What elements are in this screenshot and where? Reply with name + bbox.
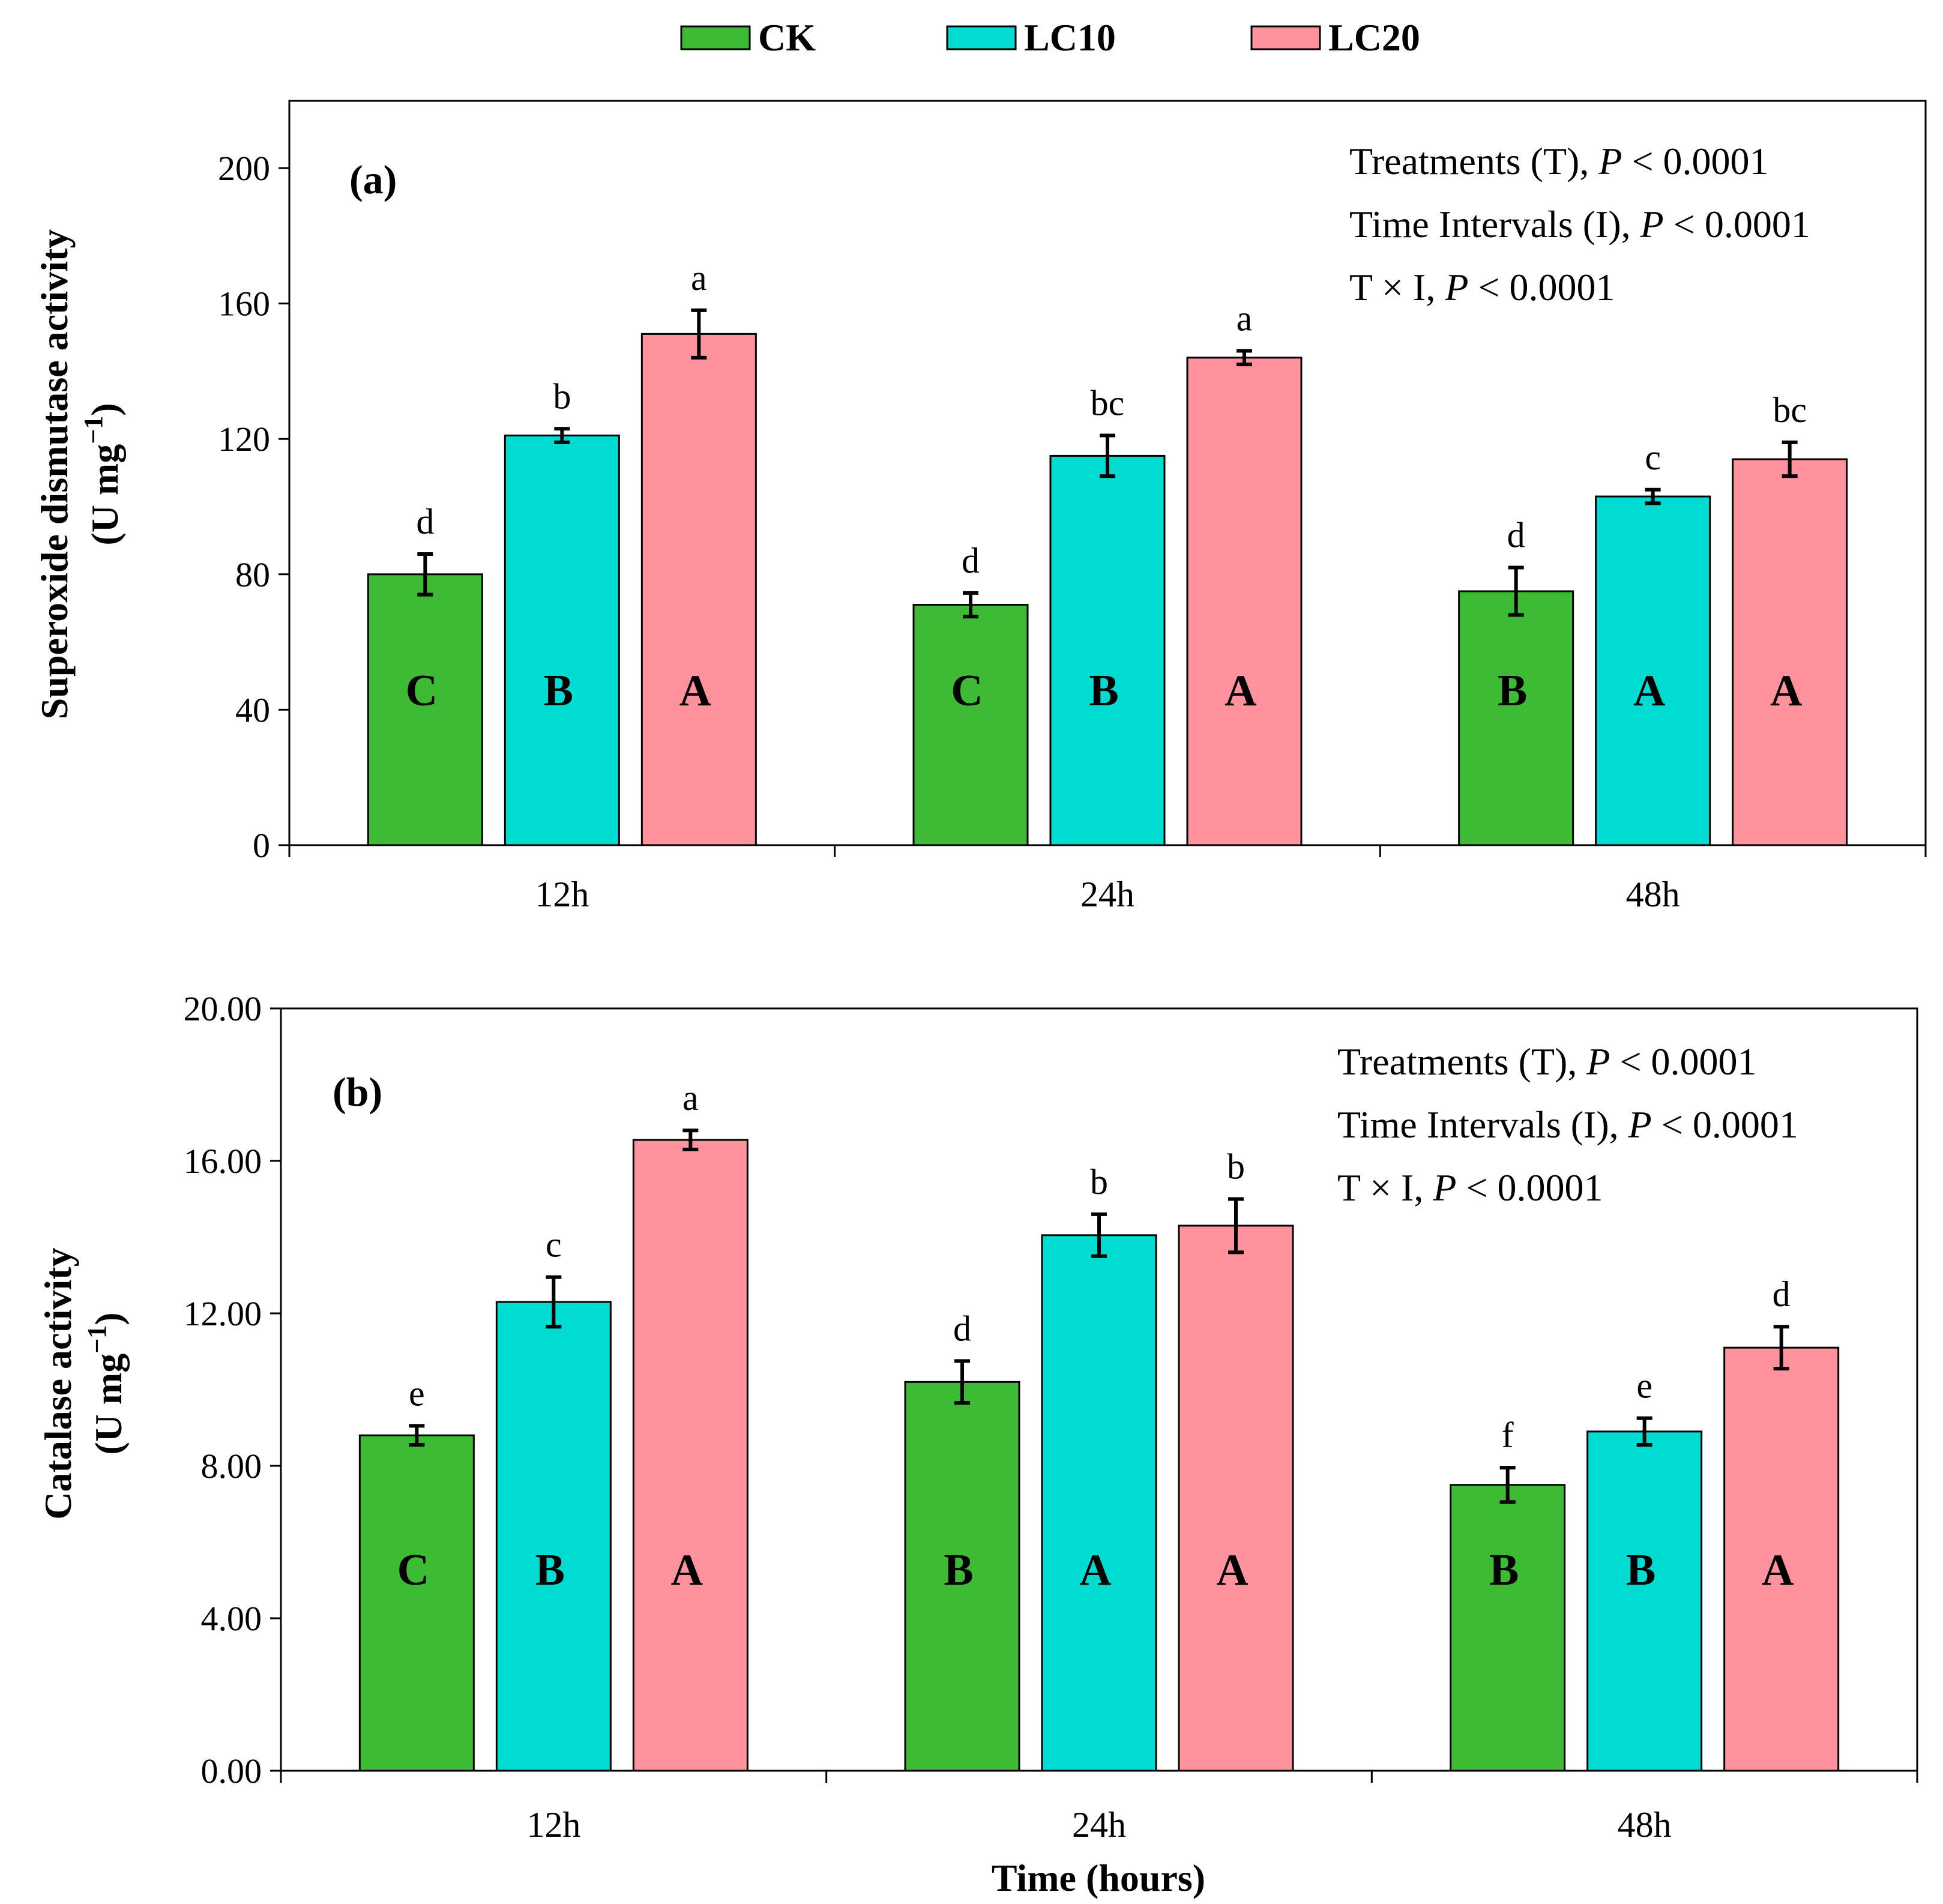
group-letter: C [406,666,438,716]
bar-lc10-12h [504,435,620,846]
bar-lc20-48h [1723,1346,1840,1772]
group-letter: C [951,666,983,716]
legend-swatch-lc20 [1250,25,1321,50]
bar-lc10-24h [1041,1234,1157,1772]
significance-letter: d [1773,1274,1791,1314]
group-letter: B [1626,1546,1655,1595]
legend-label-lc20: LC20 [1328,16,1420,59]
stats-annotation: Treatments (T), P < 0.0001 [1337,1040,1757,1083]
y-tick-label: 12.00 [184,1294,262,1333]
bar-ck-12h [358,1434,475,1772]
bar-lc10-48h [1586,1430,1703,1772]
y-axis-label-line2: (U mg−1) [82,1312,130,1454]
group-letter: B [1498,666,1527,716]
group-letter: A [1762,1546,1794,1595]
bar-ck-12h [367,573,483,846]
significance-letter: b [1090,1162,1108,1202]
y-axis-label-line1: Superoxide dismutase activity [33,229,76,720]
significance-letter: d [1507,516,1525,555]
group-letter: A [679,666,711,716]
stats-annotation: T × I, P < 0.0001 [1349,266,1615,309]
significance-letter: d [962,541,980,580]
bar-lc20-12h [632,1139,749,1772]
bar-lc20-24h [1186,357,1303,846]
y-tick-label: 4.00 [201,1599,262,1638]
panel-label: (a) [349,157,397,202]
group-letter: B [1089,666,1118,716]
stats-annotation: Time Intervals (I), P < 0.0001 [1349,203,1810,246]
x-tick-label: 24h [1072,1805,1126,1845]
group-letter: A [1225,666,1256,716]
group-letter: B [944,1546,973,1595]
y-tick-label: 80 [235,555,270,594]
bar-ck-48h [1450,1484,1566,1772]
y-tick-label: 120 [218,420,270,459]
x-tick-label: 12h [526,1805,580,1845]
group-letter: B [535,1546,565,1595]
significance-letter: b [553,376,571,416]
significance-letter: e [1636,1366,1652,1406]
legend-label-ck: CK [758,16,816,59]
significance-letter: d [416,502,434,541]
significance-letter: a [1237,299,1253,339]
y-axis-label-line1: Catalase activity [37,1247,79,1519]
significance-letter: a [682,1078,699,1118]
stats-annotation: Treatments (T), P < 0.0001 [1349,140,1769,182]
bar-lc20-48h [1732,458,1848,846]
x-tick-label: 12h [535,875,589,914]
legend-swatch-lc10 [946,25,1017,50]
bar-ck-48h [1458,590,1574,846]
y-tick-label: 200 [218,149,270,188]
y-axis-label: Catalase activity (U mg−1) [37,1247,130,1519]
y-tick-label: 0.00 [201,1752,262,1791]
y-axis-label-line2: (U mg−1) [79,403,126,545]
group-letter: A [1770,666,1802,716]
bar-ck-24h [912,604,1029,846]
y-axis-label: Superoxide dismutase activity (U mg−1) [33,229,126,720]
group-letter: A [1216,1546,1248,1595]
panel-label: (b) [333,1069,382,1115]
x-tick-label: 48h [1618,1805,1672,1845]
y-tick-label: 20.00 [184,989,262,1028]
significance-letter: c [1645,438,1661,477]
bar-lc10-48h [1595,495,1711,846]
significance-letter: e [409,1373,425,1413]
chart-panel-b: (b) Catalase activity (U mg−1) 0.00 4.00 8… [37,989,1918,1845]
significance-letter: a [691,258,707,298]
legend-label-lc10: LC10 [1024,16,1116,59]
y-tick-label: 16.00 [184,1142,262,1181]
bar-lc10-24h [1049,454,1166,846]
significance-letter: b [1227,1147,1245,1187]
group-letter: A [1633,666,1665,716]
bar-lc20-12h [640,333,757,846]
x-axis-label: Time (hours) [992,1857,1205,1899]
stats-annotation: Time Intervals (I), P < 0.0001 [1337,1103,1798,1146]
bar-lc10-12h [495,1301,612,1772]
group-letter: B [1489,1546,1519,1595]
group-letter: C [397,1546,429,1595]
significance-letter: f [1502,1415,1514,1455]
significance-letter: c [546,1225,562,1265]
y-tick-label: 8.00 [201,1447,262,1486]
y-tick-label: 40 [235,690,270,729]
legend: CK LC10 LC20 [680,16,1420,59]
significance-letter: bc [1091,384,1125,423]
significance-letter: d [953,1309,971,1348]
y-tick-label: 0 [253,826,270,865]
legend-swatch-ck [680,25,751,50]
group-letter: A [671,1546,703,1595]
y-tick-label: 160 [218,285,270,324]
chart-panel-a: (a) Superoxide dismutase activity (U mg−… [33,100,1927,914]
group-letter: A [1079,1546,1111,1595]
bar-lc20-24h [1178,1225,1294,1772]
x-tick-label: 24h [1080,875,1134,914]
stats-annotation: T × I, P < 0.0001 [1337,1166,1603,1209]
x-tick-label: 48h [1626,875,1680,914]
group-letter: B [544,666,573,716]
significance-letter: bc [1773,390,1807,430]
